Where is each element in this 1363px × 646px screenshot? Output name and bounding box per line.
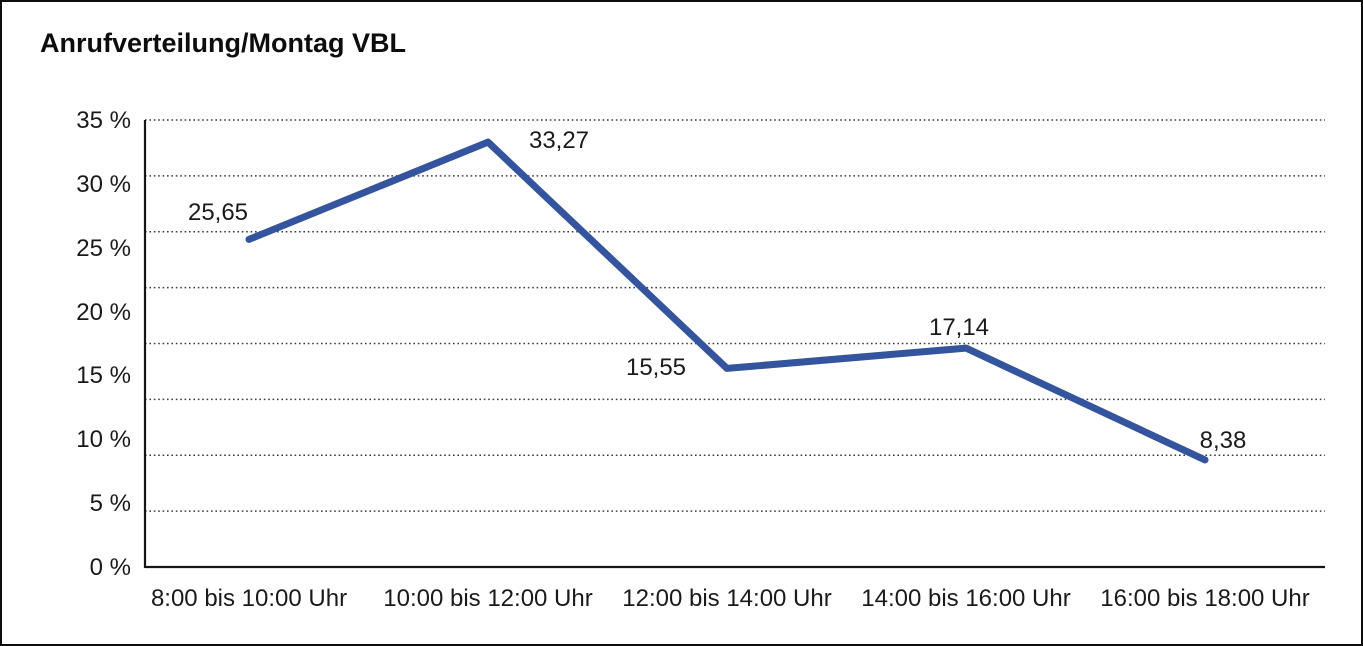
x-category-label: 12:00 bis 14:00 Uhr bbox=[622, 585, 832, 612]
y-tick-label: 15 % bbox=[76, 362, 131, 389]
y-tick-label: 5 % bbox=[89, 490, 131, 517]
y-tick-label: 35 % bbox=[76, 107, 131, 134]
x-category-label: 16:00 bis 18:00 Uhr bbox=[1100, 585, 1310, 612]
y-tick-label: 25 % bbox=[76, 235, 131, 262]
y-tick-label: 0 % bbox=[89, 554, 131, 581]
y-tick-label: 20 % bbox=[76, 299, 131, 326]
x-category-label: 8:00 bis 10:00 Uhr bbox=[150, 585, 348, 612]
y-tick-label: 30 % bbox=[76, 171, 131, 198]
y-tick-label: 10 % bbox=[76, 426, 131, 453]
data-point-label: 15,55 bbox=[625, 354, 687, 381]
data-point-label: 8,38 bbox=[1199, 427, 1247, 454]
x-category-label: 14:00 bis 16:00 Uhr bbox=[861, 585, 1071, 612]
data-point-label: 17,14 bbox=[928, 314, 990, 341]
chart-title: Anrufverteilung/Montag VBL bbox=[40, 28, 406, 58]
data-point-label: 25,65 bbox=[187, 199, 249, 226]
data-line bbox=[245, 138, 1209, 464]
x-category-label: 10:00 bis 12:00 Uhr bbox=[383, 585, 593, 612]
data-point-label: 33,27 bbox=[528, 127, 590, 154]
